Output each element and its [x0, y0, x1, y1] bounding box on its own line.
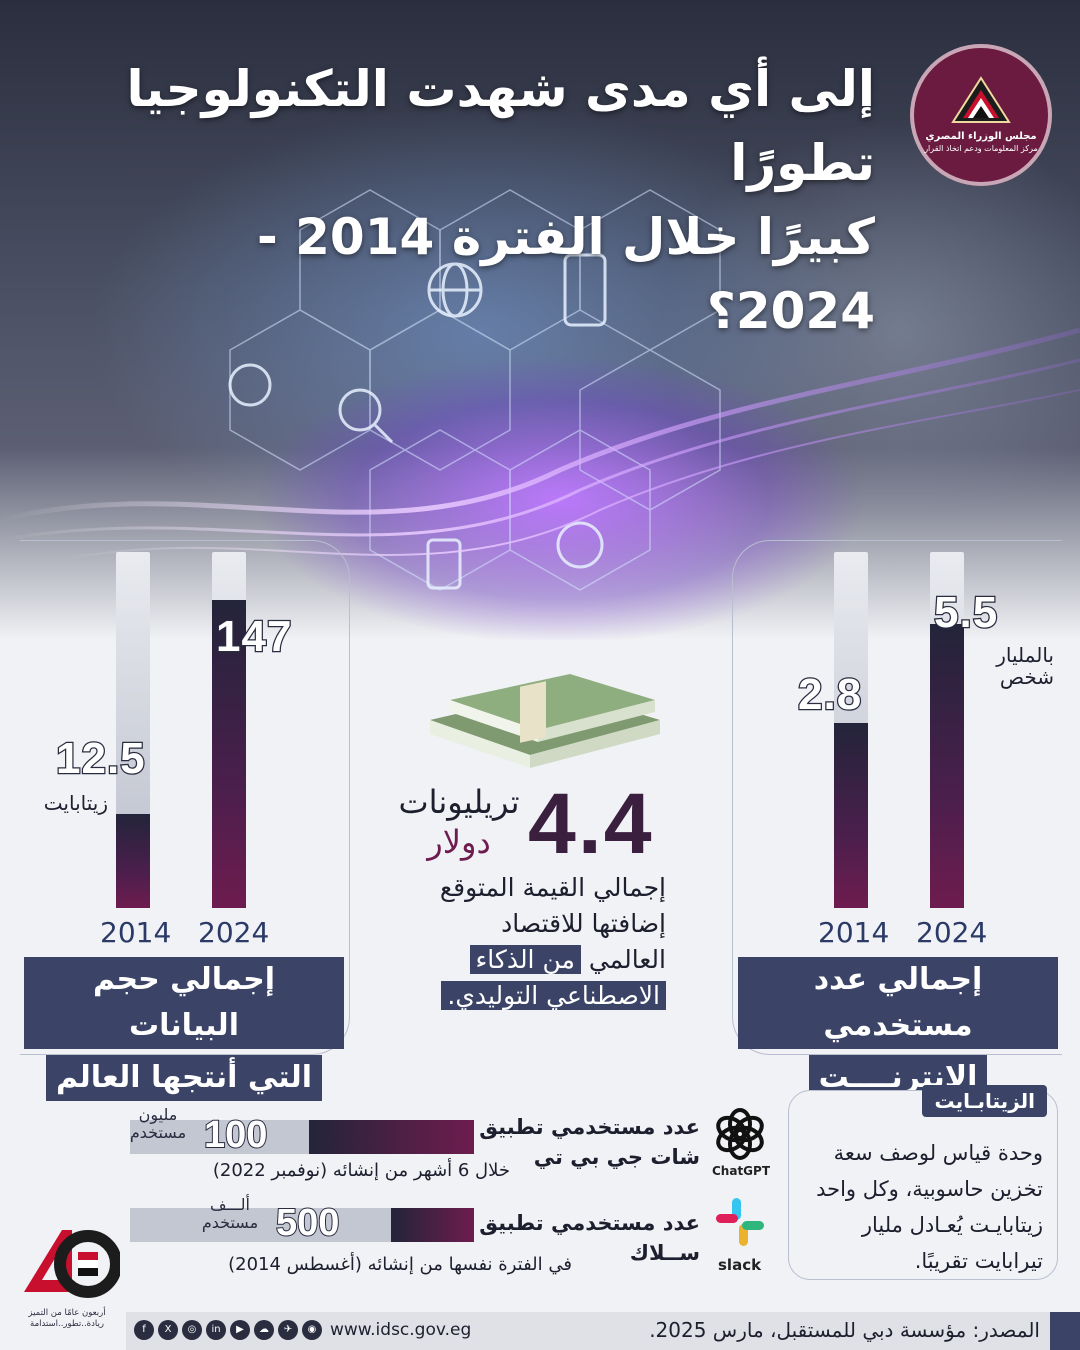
slack-icon [716, 1198, 764, 1246]
genai-description: إجمالي القيمة المتوقع إضافتها للاقتصاد ا… [396, 870, 666, 1014]
chatgpt-unit: مليون مستخدم [112, 1106, 204, 1142]
chatgpt-title-line-2: شات جي بي تي [533, 1145, 700, 1169]
slack-unit-line-2: مستخدم [201, 1213, 259, 1232]
threads-icon[interactable]: ◎ [182, 1320, 202, 1340]
genai-desc-line-1: إجمالي القيمة المتوقع [439, 873, 666, 902]
x-icon[interactable]: X [158, 1320, 178, 1340]
zettabyte-tag: الزيتابـايت [922, 1085, 1047, 1117]
unit-internet-line-1: بالمليار [996, 643, 1054, 667]
value-label-2014-data: 12.5 [55, 733, 146, 785]
zettabyte-definition-box: الزيتابـايت وحدة قياس لوصف سعة تخزين حاس… [788, 1085, 1058, 1280]
tech-hexagon-illustration [0, 189, 1080, 591]
x-tick-2014-internet: 2014 [818, 916, 890, 949]
slack-name: slack [718, 1256, 762, 1274]
genai-unit-line-2: دولار [427, 823, 491, 861]
unit-billion-persons: بالمليار شخص [972, 644, 1054, 688]
slack-title: عدد مستخدمي تطبيق ســلاك [470, 1208, 700, 1268]
genai-value: 4.4 [528, 776, 654, 872]
genai-desc-line-3-highlight: من الذكاء [469, 945, 581, 974]
slack-bar-track [130, 1208, 474, 1242]
value-label-2014-internet: 2.8 [797, 669, 863, 721]
bar-2014-internet [834, 723, 868, 908]
internet-users-panel [732, 540, 1062, 1055]
chatgpt-unit-line-2: مستخدم [129, 1123, 187, 1142]
chatgpt-icon [716, 1108, 764, 1160]
chatgpt-bar-track [130, 1120, 474, 1154]
chatgpt-bar [309, 1120, 474, 1154]
genai-desc-line-4-highlight: الاصطناعي التوليدي. [441, 981, 666, 1010]
chatgpt-title-line-1: عدد مستخدمي تطبيق [479, 1115, 700, 1139]
badge-text: أربعون عامًا من التميز ريادة..تطور..استد… [14, 1308, 120, 1330]
telegram-icon[interactable]: ✈ [278, 1320, 298, 1340]
chatgpt-value: 100 [203, 1113, 268, 1157]
slack-unit: ألـــف مستخدم [184, 1196, 276, 1232]
genai-desc-line-3-plain: العالمي [588, 945, 666, 974]
x-tick-2014-data: 2014 [100, 916, 172, 949]
linkedin-icon[interactable]: in [206, 1320, 226, 1340]
slack-note: في الفترة نفسها من إنشائه (أغسطس 2014) [228, 1254, 572, 1275]
badge-line-1: أربعون عامًا من التميز [28, 1308, 106, 1318]
badge-line-2: ريادة..تطور..استدامة [30, 1319, 104, 1329]
x-tick-2024-internet: 2024 [916, 916, 988, 949]
caption-data-volume: إجمالي حجم البيانات التي أنتجها العالم [24, 954, 344, 1104]
genai-desc-line-2: إضافتها للاقتصاد [501, 909, 666, 938]
bar-track-2024-internet [930, 552, 964, 908]
bar-track-2014-internet [834, 552, 868, 908]
title-line-1: إلى أي مدى شهدت التكنولوجيا تطورًا [126, 60, 875, 192]
zettabyte-text: وحدة قياس لوصف سعة تخزين حاسوبية، وكل وا… [816, 1141, 1043, 1273]
caption-internet-users: إجمالي عدد مستخدمي الإنترنــــت [738, 954, 1058, 1104]
bar-track-2024-data [212, 552, 246, 908]
bar-2014-data [116, 814, 150, 908]
hero-background [0, 0, 1080, 640]
genai-unit-line-1: تريليونات [398, 783, 520, 821]
caption-data-line-1: إجمالي حجم البيانات [24, 957, 344, 1049]
slack-title-line-1: عدد مستخدمي تطبيق [479, 1211, 700, 1235]
bar-track-2014-data [116, 552, 150, 908]
unit-internet-line-2: شخص [999, 665, 1054, 689]
genai-unit: تريليونات دولار [394, 782, 524, 862]
slack-value: 500 [275, 1201, 340, 1245]
value-label-2024-internet: 5.5 [933, 587, 999, 639]
youtube-icon[interactable]: ▶ [230, 1320, 250, 1340]
bar-2024-data [212, 600, 246, 908]
idsc-logo: مجلس الوزراء المصري مركز المعلومات ودعم … [910, 44, 1052, 186]
chatgpt-note: خلال 6 أشهر من إنشائه (نوفمبر 2022) [212, 1160, 510, 1181]
bar-2024-internet [930, 624, 964, 908]
footer-accent [1050, 1312, 1080, 1350]
title-line-2: كبيرًا خلال الفترة 2014 - 2024؟ [256, 208, 875, 340]
forty-years-badge: أربعون عامًا من التميز ريادة..تطور..استد… [14, 1222, 122, 1342]
data-volume-panel [20, 540, 350, 1055]
soundcloud-icon[interactable]: ☁ [254, 1320, 274, 1340]
caption-internet-line-1: إجمالي عدد مستخدمي [738, 957, 1058, 1049]
website-link[interactable]: www.idsc.gov.eg [330, 1320, 472, 1340]
logo-line-1: مجلس الوزراء المصري [925, 131, 1037, 142]
value-label-2024-data: 147 [215, 611, 293, 663]
chatgpt-title: عدد مستخدمي تطبيق شات جي بي تي [470, 1112, 700, 1172]
money-stack-icon [430, 674, 660, 768]
instagram-icon[interactable]: ◉ [302, 1320, 322, 1340]
chatgpt-unit-line-1: مليون [138, 1105, 178, 1124]
slack-bar [391, 1208, 474, 1242]
logo-line-2: مركز المعلومات ودعم اتخاذ القرار [924, 144, 1038, 153]
genai-desc-line-3: العالمي من الذكاء [396, 942, 666, 978]
slack-unit-line-1: ألـــف [210, 1195, 250, 1214]
x-tick-2024-data: 2024 [198, 916, 270, 949]
chatgpt-name: ChatGPT [712, 1164, 771, 1178]
unit-zettabyte: زيتابايت [43, 791, 108, 815]
page-title: إلى أي مدى شهدت التكنولوجيا تطورًا كبيرً… [75, 52, 875, 348]
slack-title-line-2: ســلاك [629, 1241, 700, 1265]
caption-data-line-2: التي أنتجها العالم [45, 1055, 323, 1101]
footer-source: المصدر: مؤسسة دبي للمستقبل، مارس 2025. [649, 1318, 1040, 1342]
forty-logo-icon [24, 1230, 122, 1298]
pyramid-flag-icon [951, 76, 1011, 123]
facebook-icon[interactable]: f [134, 1320, 154, 1340]
footer: المصدر: مؤسسة دبي للمستقبل، مارس 2025. w… [126, 1312, 1080, 1350]
